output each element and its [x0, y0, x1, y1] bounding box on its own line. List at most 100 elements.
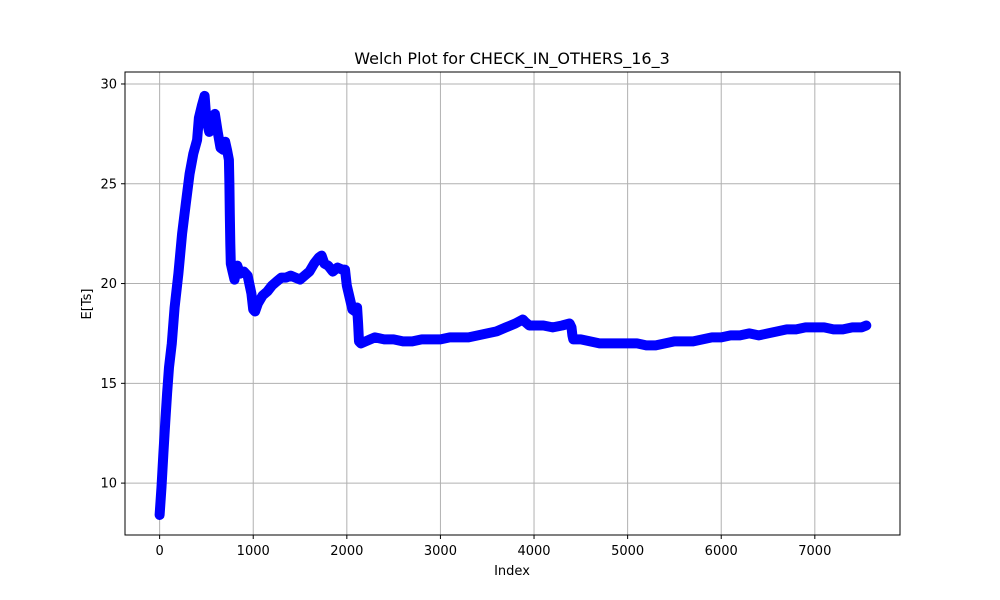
data-point — [167, 338, 177, 348]
data-point — [417, 334, 427, 344]
data-point — [679, 336, 689, 346]
data-point — [660, 338, 670, 348]
data-point — [177, 229, 187, 239]
data-point — [170, 303, 180, 312]
data-point — [838, 324, 848, 334]
data-point — [707, 332, 717, 342]
y-tick-label: 15 — [100, 377, 117, 392]
grid-lines — [125, 72, 900, 535]
data-point — [782, 324, 792, 334]
data-point — [164, 362, 174, 372]
data-point — [473, 330, 483, 340]
data-point — [160, 418, 170, 428]
data-point — [204, 127, 214, 137]
data-point — [379, 334, 389, 344]
data-point — [819, 322, 829, 332]
y-tick-label: 20 — [100, 277, 117, 292]
data-point — [538, 321, 548, 330]
data-point — [744, 328, 754, 338]
data-point — [185, 169, 195, 179]
data-point — [604, 338, 614, 348]
data-point — [352, 303, 362, 312]
x-tick-label: 5000 — [611, 544, 644, 559]
data-point — [623, 338, 633, 348]
data-point — [735, 330, 745, 340]
data-point — [317, 251, 327, 261]
data-point — [688, 336, 698, 346]
data-point — [194, 113, 204, 123]
data-point — [224, 155, 234, 165]
data-point — [246, 289, 256, 298]
plot-area-frame — [124, 71, 901, 536]
data-point — [529, 321, 539, 330]
data-series — [154, 90, 872, 520]
data-point — [157, 482, 166, 492]
x-tick-label: 7000 — [798, 544, 831, 559]
x-tick-label: 1000 — [237, 544, 270, 559]
data-point — [253, 299, 263, 308]
data-point — [200, 91, 210, 101]
data-point — [576, 334, 586, 344]
data-point — [595, 338, 604, 348]
data-point — [847, 322, 857, 332]
data-point — [230, 275, 239, 285]
y-tick-label: 10 — [100, 477, 117, 492]
data-point — [345, 293, 355, 302]
data-point — [225, 239, 235, 249]
data-point — [342, 281, 352, 290]
data-point — [225, 209, 235, 219]
series-line — [154, 90, 872, 520]
data-point — [158, 448, 168, 458]
x-tick-label: 2000 — [330, 544, 363, 559]
data-point — [353, 319, 363, 328]
data-point — [224, 179, 234, 189]
x-axis-label: Index — [494, 564, 530, 579]
data-point — [669, 336, 679, 346]
data-point — [210, 109, 220, 119]
data-point — [791, 324, 801, 334]
x-tick-label: 4000 — [517, 544, 550, 559]
data-point — [763, 328, 773, 338]
y-axis-label: E[Ts] — [80, 289, 95, 320]
data-point — [407, 336, 417, 346]
data-point — [464, 332, 473, 342]
data-point — [426, 334, 436, 344]
data-point — [220, 137, 230, 147]
x-tick-label: 3000 — [424, 544, 457, 559]
data-point — [716, 332, 726, 342]
data-point — [445, 332, 455, 342]
data-point — [243, 271, 253, 281]
data-point — [801, 322, 810, 332]
data-point — [548, 322, 558, 332]
data-point — [370, 332, 380, 342]
data-point — [304, 267, 314, 277]
data-point — [726, 330, 736, 340]
data-point — [454, 332, 464, 342]
data-point — [213, 127, 223, 137]
data-point — [501, 322, 511, 332]
data-point — [613, 338, 623, 348]
data-point — [698, 334, 707, 344]
data-point — [340, 265, 350, 275]
data-point — [173, 269, 183, 279]
data-point — [389, 334, 399, 344]
x-axis-ticks: 0 1000 2000 3000 4000 5000 6000 7000 — [155, 535, 831, 559]
data-point — [829, 324, 838, 334]
y-tick-label: 30 — [100, 77, 117, 92]
chart-title: Welch Plot for CHECK_IN_OTHERS_16_3 — [354, 49, 670, 69]
data-point — [772, 326, 782, 336]
y-tick-label: 25 — [100, 177, 117, 192]
data-point — [585, 336, 595, 346]
data-point — [155, 510, 165, 520]
data-point — [632, 338, 642, 348]
data-point — [861, 321, 871, 330]
data-point — [232, 261, 242, 271]
data-point — [482, 328, 492, 338]
data-point — [181, 199, 191, 209]
data-point — [754, 330, 764, 340]
data-point — [222, 145, 232, 155]
data-point — [398, 336, 408, 346]
data-point — [435, 334, 445, 344]
